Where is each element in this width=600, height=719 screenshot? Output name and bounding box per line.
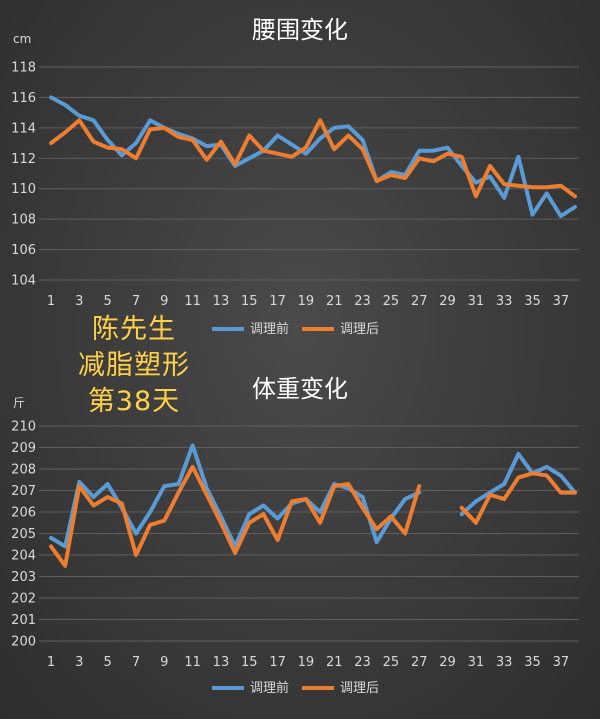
x-tick-label: 17 (269, 294, 286, 309)
y-tick-label: 108 (11, 213, 36, 228)
y-tick-label: 208 (11, 463, 36, 478)
x-tick-label: 19 (298, 655, 315, 670)
y-tick-label: 112 (11, 152, 36, 167)
client-caption: 陈先生 减脂塑形 第38天 (70, 312, 198, 420)
x-tick-label: 11 (184, 294, 201, 309)
chart-title: 腰围变化 (252, 16, 348, 44)
x-tick-label: 3 (75, 294, 83, 309)
x-tick-label: 27 (411, 294, 428, 309)
series-line-after (49, 464, 422, 568)
x-tick-label: 5 (104, 294, 112, 309)
x-tick-label: 1 (47, 294, 55, 309)
y-tick-label: 116 (11, 91, 36, 106)
y-tick-label: 203 (11, 570, 36, 585)
x-tick-label: 7 (132, 655, 140, 670)
y-tick-label: 201 (11, 613, 36, 628)
y-tick-label: 200 (11, 635, 36, 650)
y-tick-label: 114 (11, 121, 36, 136)
x-tick-label: 29 (439, 294, 456, 309)
x-tick-label: 11 (184, 655, 201, 670)
client-name: 陈先生 (92, 314, 176, 345)
series-line-before (459, 452, 577, 517)
x-tick-label: 17 (269, 655, 286, 670)
y-tick-label: 204 (11, 549, 36, 564)
y-tick-label: 210 (11, 420, 36, 435)
legend-label: 调理后 (340, 681, 379, 696)
y-tick-label: 202 (11, 592, 36, 607)
series-line-after (459, 471, 577, 525)
day-count: 第38天 (87, 386, 181, 417)
x-tick-label: 13 (213, 294, 230, 309)
program-name: 减脂塑形 (78, 350, 190, 381)
x-tick-label: 13 (213, 655, 230, 670)
x-tick-label: 37 (553, 655, 570, 670)
x-tick-label: 23 (354, 294, 371, 309)
x-tick-label: 5 (104, 655, 112, 670)
x-tick-label: 1 (47, 655, 55, 670)
x-tick-label: 35 (524, 294, 541, 309)
legend-label: 调理前 (250, 680, 289, 696)
y-tick-label: 206 (11, 506, 36, 521)
x-tick-label: 15 (241, 655, 258, 670)
x-tick-label: 7 (132, 294, 140, 309)
y-tick-label: 207 (11, 484, 36, 499)
x-tick-label: 37 (553, 294, 570, 309)
series-line-before (49, 95, 577, 219)
x-tick-label: 29 (439, 655, 456, 670)
series-line-before (49, 443, 422, 549)
series-line-after (49, 118, 577, 199)
x-tick-label: 23 (354, 655, 371, 670)
x-tick-label: 21 (326, 294, 343, 309)
y-tick-label: 205 (11, 527, 36, 542)
x-tick-label: 35 (524, 655, 541, 670)
x-tick-label: 15 (241, 294, 258, 309)
chart-title: 体重变化 (252, 375, 348, 403)
x-tick-label: 31 (468, 655, 485, 670)
y-tick-label: 209 (11, 441, 36, 456)
y-unit-label: 斤 (13, 396, 25, 410)
legend-label: 调理前 (250, 321, 289, 337)
y-tick-label: 104 (11, 274, 36, 289)
x-tick-label: 9 (160, 294, 168, 309)
x-tick-label: 27 (411, 655, 428, 670)
x-tick-label: 33 (496, 294, 513, 309)
x-tick-label: 31 (468, 294, 485, 309)
x-tick-label: 3 (75, 655, 83, 670)
x-tick-label: 25 (383, 655, 400, 670)
y-tick-label: 106 (11, 243, 36, 258)
y-tick-label: 118 (11, 61, 36, 76)
x-tick-label: 9 (160, 655, 168, 670)
x-tick-label: 19 (298, 294, 315, 309)
x-tick-label: 25 (383, 294, 400, 309)
y-tick-label: 110 (11, 182, 36, 197)
x-tick-label: 33 (496, 655, 513, 670)
x-tick-label: 21 (326, 655, 343, 670)
legend-label: 调理后 (340, 322, 379, 337)
y-unit-label: cm (13, 32, 31, 46)
